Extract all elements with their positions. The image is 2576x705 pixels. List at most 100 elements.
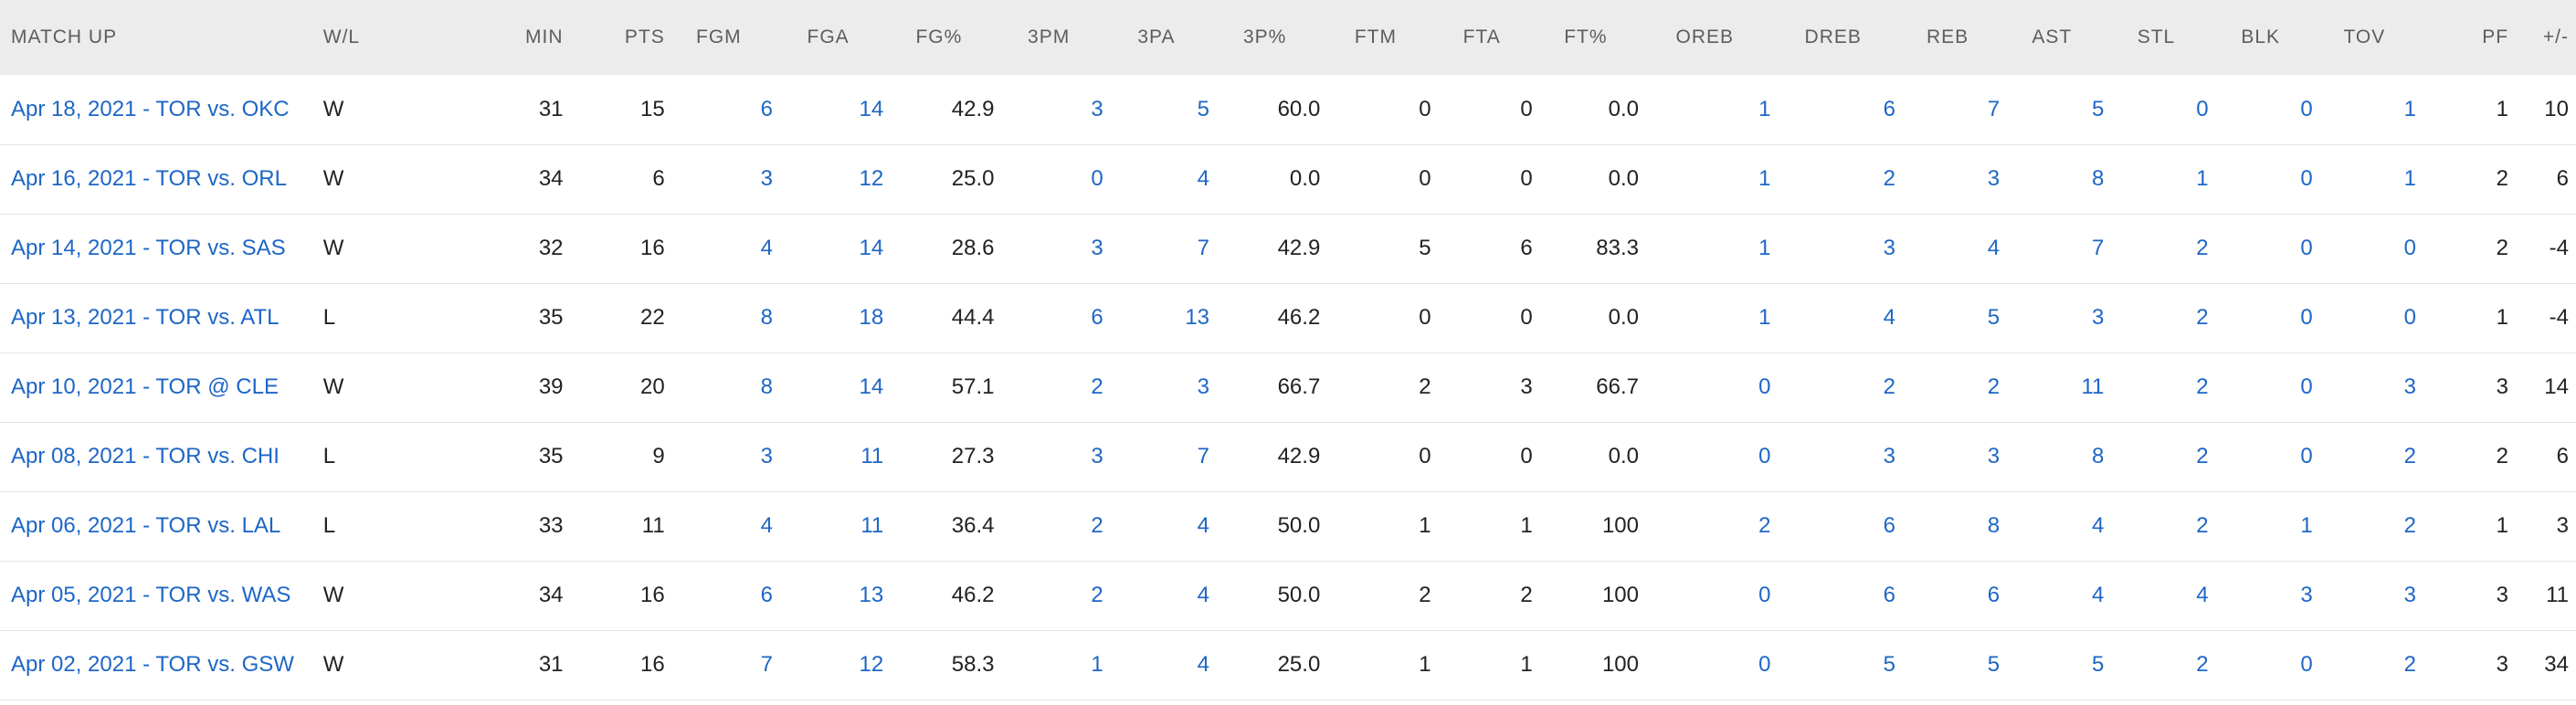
cell-fga[interactable]: 11	[860, 444, 884, 468]
column-header-fgp[interactable]: FG%	[915, 26, 963, 47]
cell-fgm[interactable]: 6	[760, 583, 773, 607]
cell-stl[interactable]: 2	[2196, 513, 2209, 538]
cell-blk[interactable]: 3	[2300, 583, 2313, 607]
cell-stl[interactable]: 2	[2196, 374, 2209, 399]
cell-reb[interactable]: 8	[1987, 513, 2001, 538]
cell-reb[interactable]: 3	[1987, 444, 2001, 468]
cell-reb[interactable]: 5	[1987, 652, 2001, 677]
column-header-pf[interactable]: PF	[2482, 26, 2509, 47]
cell-oreb[interactable]: 0	[1758, 374, 1771, 399]
cell-tpm[interactable]: 2	[1091, 513, 1103, 538]
cell-stl[interactable]: 4	[2196, 583, 2209, 607]
cell-tpm[interactable]: 3	[1091, 236, 1103, 260]
cell-oreb[interactable]: 1	[1758, 236, 1771, 260]
column-header-reb[interactable]: REB	[1926, 26, 1969, 47]
cell-tov[interactable]: 1	[2403, 166, 2416, 191]
cell-fgm[interactable]: 8	[760, 305, 773, 330]
cell-blk[interactable]: 0	[2300, 374, 2313, 399]
cell-stl[interactable]: 2	[2196, 305, 2209, 330]
column-header-fgm[interactable]: FGM	[696, 26, 742, 47]
matchup-link[interactable]: Apr 08, 2021 - TOR vs. CHI	[11, 444, 280, 468]
cell-fgm[interactable]: 4	[760, 513, 773, 538]
cell-dreb[interactable]: 3	[1883, 236, 1895, 260]
column-header-min[interactable]: MIN	[525, 26, 564, 47]
cell-ast[interactable]: 5	[2092, 96, 2105, 121]
matchup-link[interactable]: Apr 18, 2021 - TOR vs. OKC	[11, 96, 290, 121]
cell-tov[interactable]: 1	[2403, 96, 2416, 121]
column-header-tpm[interactable]: 3PM	[1028, 26, 1071, 47]
column-header-pts[interactable]: PTS	[624, 26, 665, 47]
cell-tpa[interactable]: 13	[1185, 305, 1210, 330]
cell-dreb[interactable]: 6	[1883, 513, 1895, 538]
column-header-tov[interactable]: TOV	[2343, 26, 2386, 47]
cell-ast[interactable]: 8	[2092, 166, 2105, 191]
cell-stl[interactable]: 2	[2196, 444, 2209, 468]
cell-blk[interactable]: 1	[2300, 513, 2313, 538]
cell-ast[interactable]: 8	[2092, 444, 2105, 468]
cell-fgm[interactable]: 3	[760, 444, 773, 468]
cell-oreb[interactable]: 1	[1758, 166, 1771, 191]
cell-reb[interactable]: 5	[1987, 305, 2001, 330]
cell-tpm[interactable]: 1	[1091, 652, 1103, 677]
cell-tpm[interactable]: 6	[1091, 305, 1103, 330]
cell-oreb[interactable]: 0	[1758, 583, 1771, 607]
cell-reb[interactable]: 4	[1987, 236, 2001, 260]
cell-tpm[interactable]: 0	[1091, 166, 1103, 191]
matchup-link[interactable]: Apr 05, 2021 - TOR vs. WAS	[11, 583, 291, 607]
cell-tov[interactable]: 2	[2403, 513, 2416, 538]
cell-stl[interactable]: 2	[2196, 652, 2209, 677]
column-header-wl[interactable]: W/L	[322, 26, 361, 47]
cell-oreb[interactable]: 0	[1758, 652, 1771, 677]
cell-ast[interactable]: 4	[2092, 583, 2105, 607]
cell-tpa[interactable]: 4	[1197, 513, 1210, 538]
cell-tpa[interactable]: 4	[1197, 166, 1210, 191]
cell-stl[interactable]: 0	[2196, 96, 2209, 121]
cell-tov[interactable]: 0	[2403, 236, 2416, 260]
cell-oreb[interactable]: 0	[1758, 444, 1771, 468]
cell-fgm[interactable]: 6	[760, 96, 773, 121]
cell-dreb[interactable]: 6	[1883, 583, 1895, 607]
column-header-oreb[interactable]: OREB	[1675, 26, 1734, 47]
cell-dreb[interactable]: 6	[1883, 96, 1895, 121]
cell-fga[interactable]: 14	[859, 374, 884, 399]
cell-stl[interactable]: 1	[2196, 166, 2209, 191]
cell-tov[interactable]: 2	[2403, 444, 2416, 468]
cell-tov[interactable]: 3	[2403, 374, 2416, 399]
cell-blk[interactable]: 0	[2300, 652, 2313, 677]
cell-oreb[interactable]: 1	[1758, 305, 1771, 330]
cell-dreb[interactable]: 5	[1883, 652, 1895, 677]
cell-tpm[interactable]: 3	[1091, 96, 1103, 121]
matchup-link[interactable]: Apr 02, 2021 - TOR vs. GSW	[11, 652, 294, 677]
cell-tov[interactable]: 3	[2403, 583, 2416, 607]
column-header-tpp[interactable]: 3P%	[1242, 26, 1287, 47]
matchup-link[interactable]: Apr 14, 2021 - TOR vs. SAS	[11, 236, 286, 260]
cell-fgm[interactable]: 3	[760, 166, 773, 191]
cell-fga[interactable]: 13	[859, 583, 884, 607]
matchup-link[interactable]: Apr 10, 2021 - TOR @ CLE	[11, 374, 279, 399]
column-header-ast[interactable]: AST	[2032, 26, 2073, 47]
cell-reb[interactable]: 6	[1987, 583, 2001, 607]
cell-tov[interactable]: 0	[2403, 305, 2416, 330]
cell-ast[interactable]: 4	[2092, 513, 2105, 538]
column-header-fga[interactable]: FGA	[807, 26, 850, 47]
cell-tpa[interactable]: 5	[1197, 96, 1210, 121]
cell-tpa[interactable]: 3	[1197, 374, 1210, 399]
cell-tpa[interactable]: 4	[1197, 583, 1210, 607]
column-header-dreb[interactable]: DREB	[1804, 26, 1862, 47]
cell-blk[interactable]: 0	[2300, 166, 2313, 191]
column-header-blk[interactable]: BLK	[2241, 26, 2281, 47]
cell-oreb[interactable]: 2	[1758, 513, 1771, 538]
cell-tpa[interactable]: 7	[1197, 236, 1210, 260]
cell-dreb[interactable]: 2	[1883, 374, 1895, 399]
cell-tpm[interactable]: 2	[1091, 374, 1103, 399]
column-header-stl[interactable]: STL	[2137, 26, 2176, 47]
cell-fga[interactable]: 18	[859, 305, 884, 330]
column-header-tpa[interactable]: 3PA	[1137, 26, 1176, 47]
cell-ast[interactable]: 5	[2092, 652, 2105, 677]
column-header-ftm[interactable]: FTM	[1354, 26, 1398, 47]
cell-tpm[interactable]: 3	[1091, 444, 1103, 468]
cell-fga[interactable]: 14	[859, 96, 884, 121]
column-header-matchup[interactable]: MATCH UP	[11, 26, 118, 47]
cell-tpa[interactable]: 4	[1197, 652, 1210, 677]
cell-reb[interactable]: 7	[1987, 96, 2001, 121]
